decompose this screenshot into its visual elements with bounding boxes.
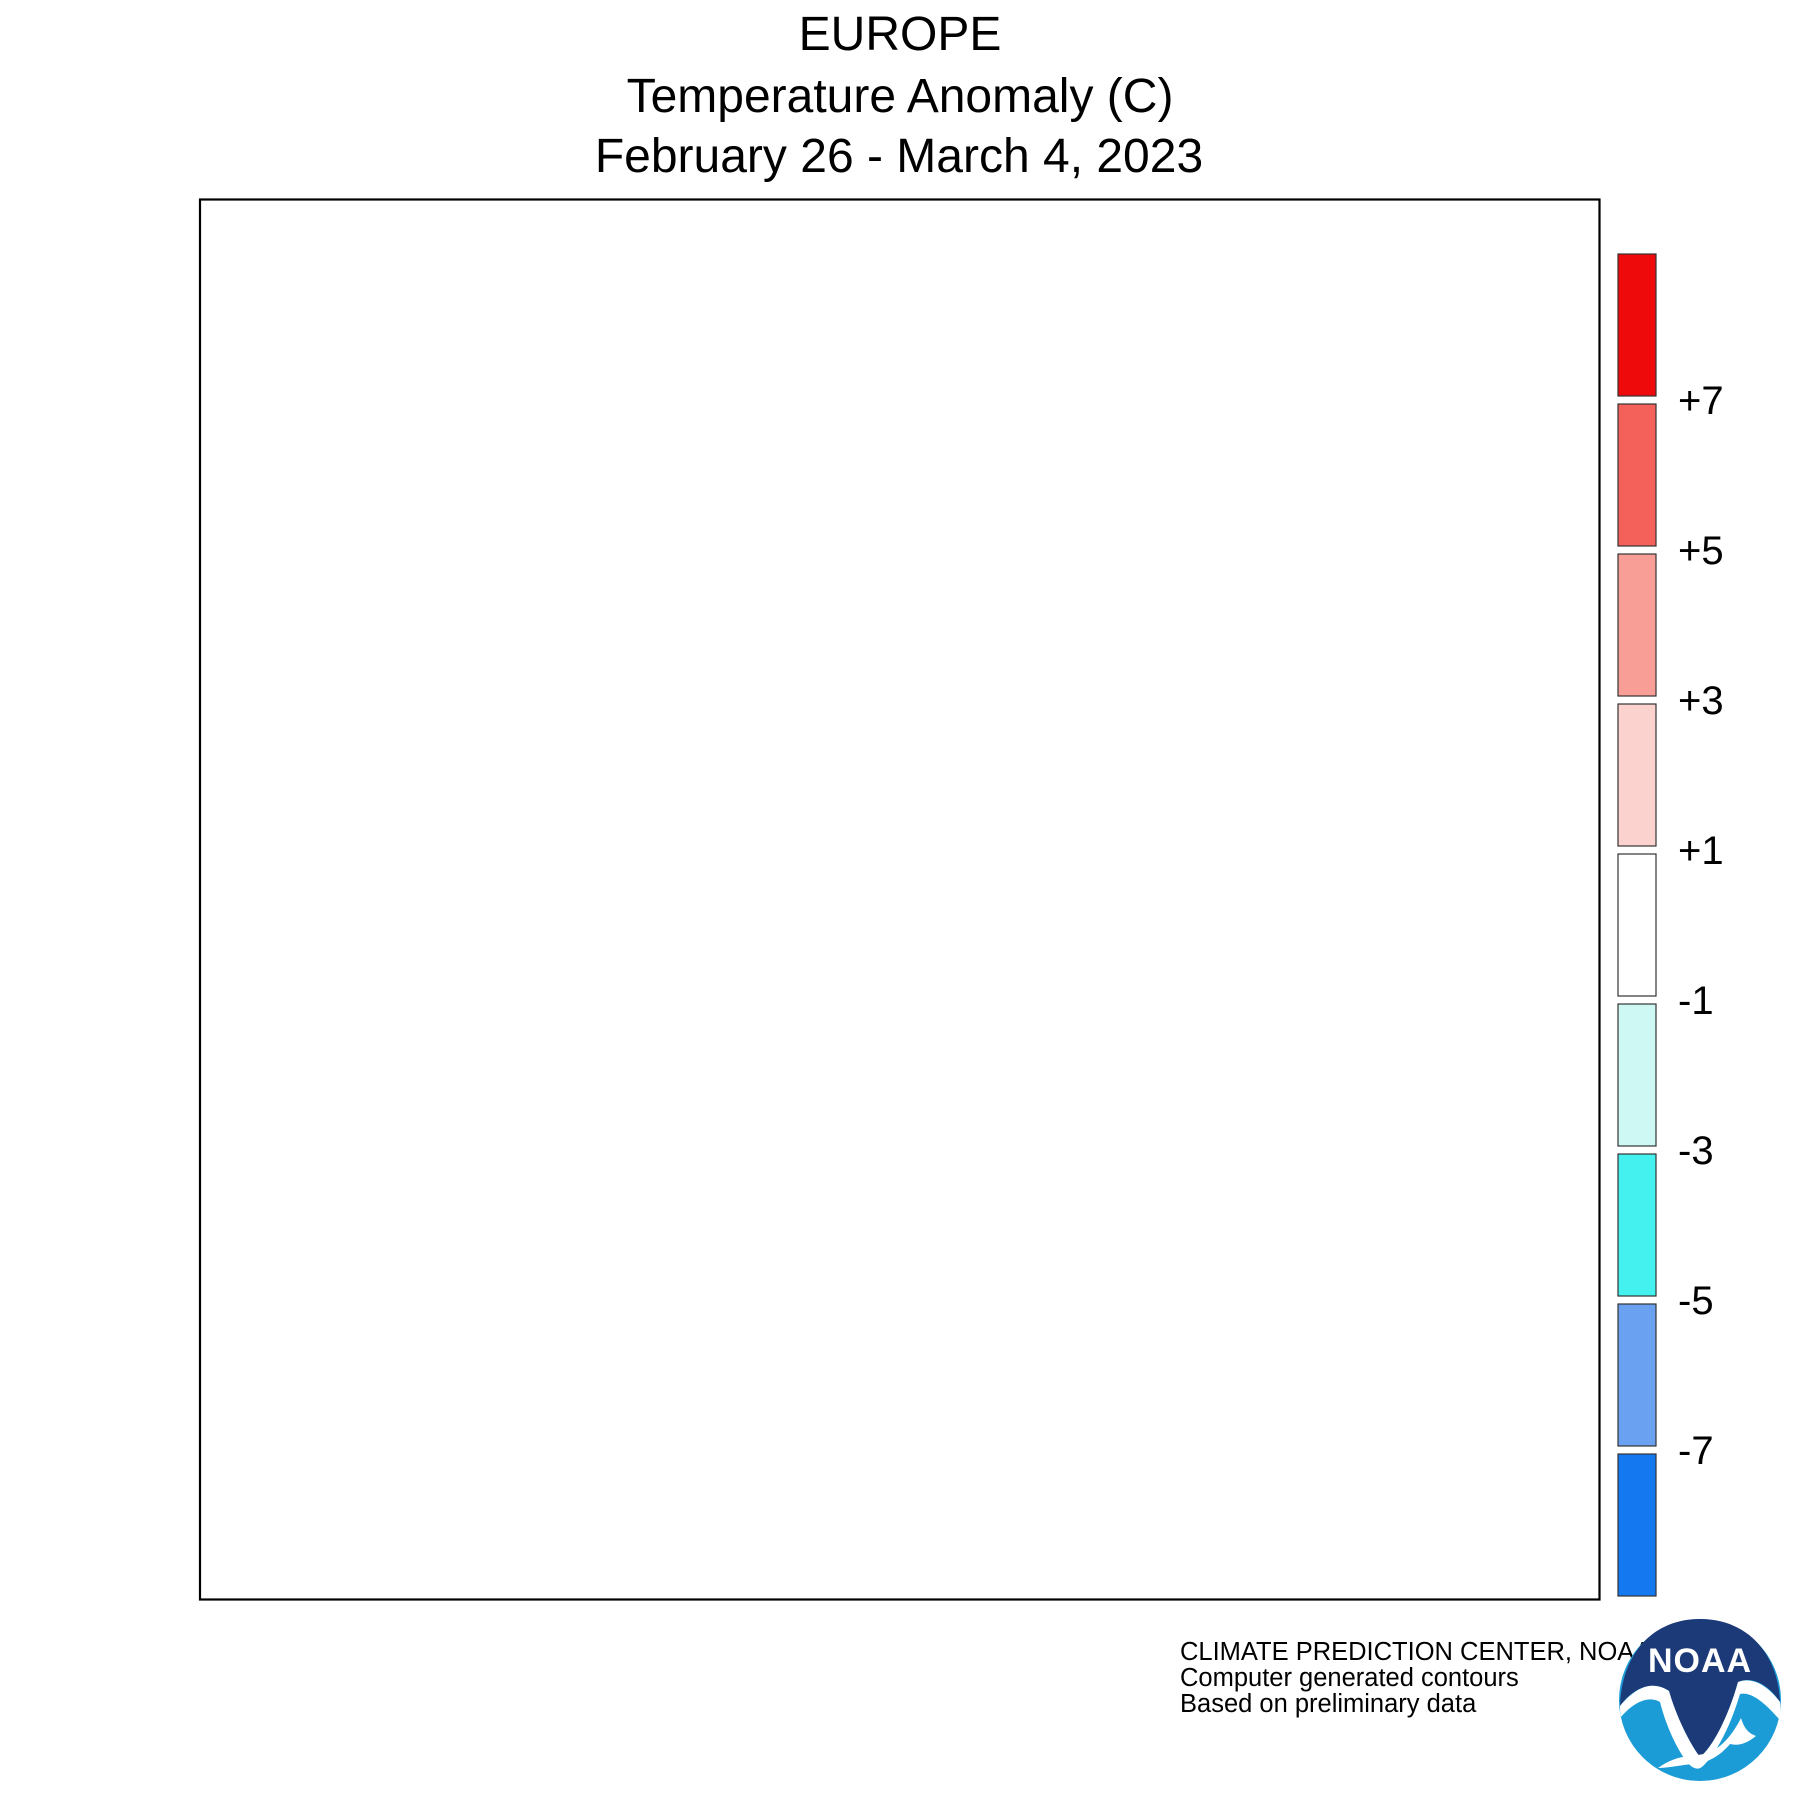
svg-text:+1: +1 <box>1678 829 1724 873</box>
svg-text:+5: +5 <box>1678 529 1724 573</box>
svg-text:-3: -3 <box>1678 1129 1714 1173</box>
svg-text:-7: -7 <box>1678 1429 1714 1473</box>
svg-text:February 26 - March 4, 2023: February 26 - March 4, 2023 <box>595 130 1203 183</box>
svg-text:CLIMATE PREDICTION CENTER, NOA: CLIMATE PREDICTION CENTER, NOAA <box>1180 1638 1651 1666</box>
svg-text:Temperature Anomaly (C): Temperature Anomaly (C) <box>627 70 1174 123</box>
svg-text:EUROPE: EUROPE <box>799 8 1002 61</box>
svg-text:Computer generated contours: Computer generated contours <box>1180 1664 1519 1692</box>
svg-text:+3: +3 <box>1678 679 1724 723</box>
svg-text:+7: +7 <box>1678 379 1724 423</box>
svg-text:-5: -5 <box>1678 1279 1714 1323</box>
svg-text:NOAA: NOAA <box>1648 1642 1752 1680</box>
svg-text:-1: -1 <box>1678 979 1714 1023</box>
svg-text:Based on preliminary data: Based on preliminary data <box>1180 1690 1477 1718</box>
